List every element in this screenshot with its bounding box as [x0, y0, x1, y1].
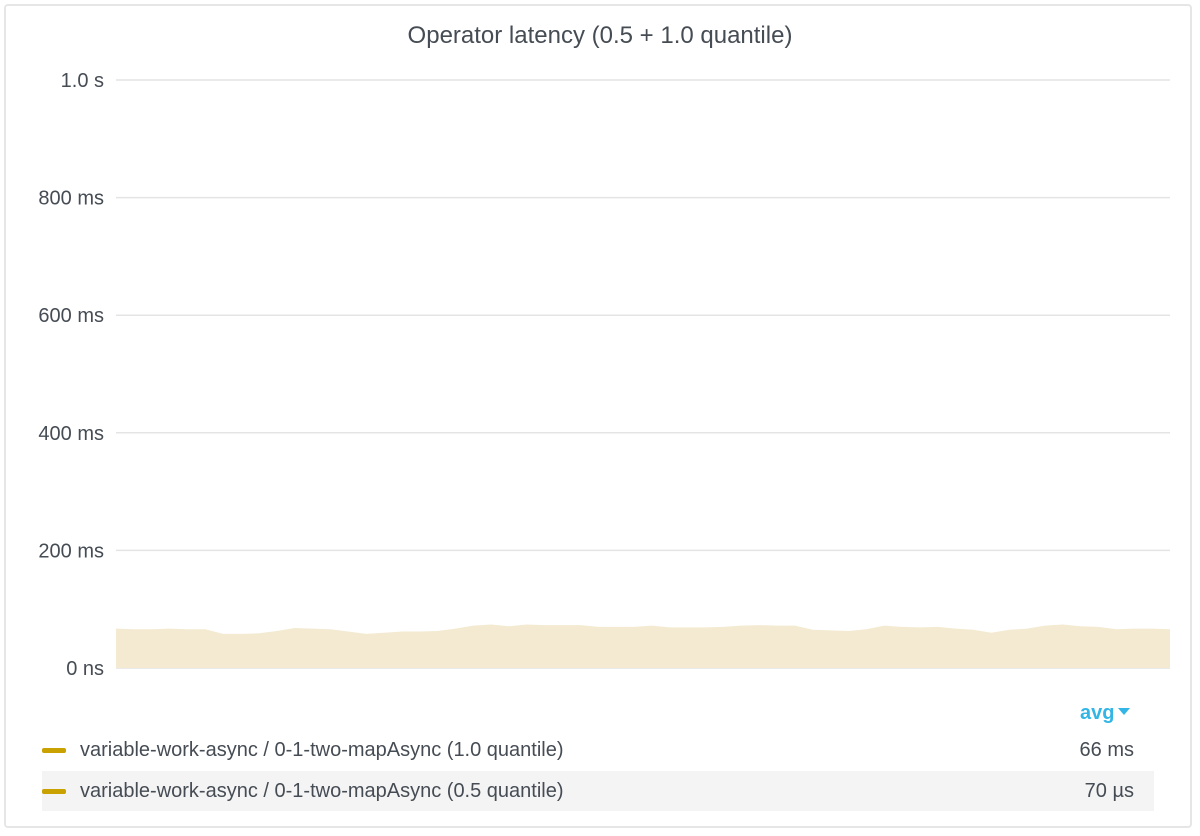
series-color-swatch: [42, 747, 66, 753]
legend-series-avg: 70 µs: [1084, 779, 1134, 802]
legend-item-series-1[interactable]: variable-work-async / 0-1-two-mapAsync (…: [42, 730, 1154, 770]
y-tick-label: 200 ms: [38, 540, 104, 562]
caret-down-icon: [1118, 708, 1131, 716]
y-tick-label: 800 ms: [38, 188, 104, 210]
legend-series-name: variable-work-async / 0-1-two-mapAsync (…: [80, 779, 564, 802]
legend-series-name: variable-work-async / 0-1-two-mapAsync (…: [80, 738, 564, 761]
series-color-swatch: [42, 788, 66, 794]
legend-avg-label: avg: [1080, 702, 1115, 724]
chart-panel: [4, 4, 1192, 828]
chart-plot-area: 0 ns 200 ms 400 ms 600 ms 800 ms 1.0 s: [38, 70, 1170, 680]
y-axis-tick-labels: 0 ns 200 ms 400 ms 600 ms 800 ms 1.0 s: [38, 70, 104, 680]
y-tick-label: 0 ns: [66, 658, 104, 680]
legend-item-series-2[interactable]: variable-work-async / 0-1-two-mapAsync (…: [42, 771, 1154, 811]
y-tick-label: 600 ms: [38, 305, 104, 327]
series-areas: [116, 624, 1170, 668]
chart-title: Operator latency (0.5 + 1.0 quantile): [407, 22, 793, 49]
y-tick-label: 400 ms: [38, 423, 104, 445]
legend-avg-sort-toggle[interactable]: avg: [1080, 702, 1131, 725]
y-tick-label: 1.0 s: [61, 70, 104, 92]
gridlines: [116, 79, 1170, 669]
legend-series-avg: 66 ms: [1079, 738, 1134, 761]
series-area-1: [116, 624, 1170, 668]
